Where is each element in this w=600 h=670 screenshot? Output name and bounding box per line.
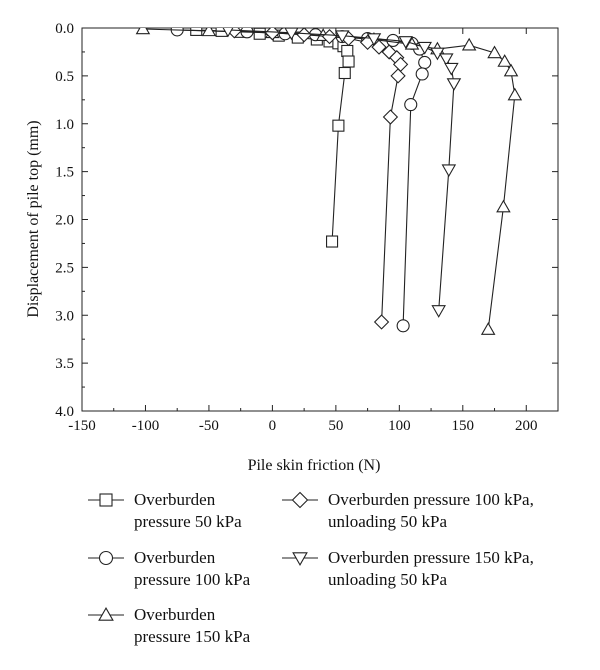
data-point-triangle-down <box>366 33 382 46</box>
data-point-triangle-down <box>446 78 462 91</box>
data-point-triangle-down <box>284 28 299 41</box>
legend: Overburden pressure 50 kPa Overburden press… <box>88 490 534 646</box>
data-point-circle <box>404 98 418 112</box>
data-point-circle <box>415 67 429 81</box>
data-point-triangle-up <box>201 28 217 37</box>
data-point-diamond <box>382 109 399 125</box>
legend-label: unloading 50 kPa <box>328 512 447 531</box>
legend-marker-circle <box>98 550 114 566</box>
plot-frame <box>81 27 559 412</box>
legend-marker-triangle-up <box>98 606 114 621</box>
series-3 <box>135 28 523 335</box>
data-point-diamond <box>296 28 312 43</box>
data-point-triangle-down <box>444 62 459 76</box>
series-line <box>142 28 516 330</box>
x-tick-label: 0 <box>269 418 277 434</box>
y-tick-label: 4.0 <box>55 404 74 420</box>
data-point-triangle-up <box>135 28 151 35</box>
data-point-triangle-down <box>398 36 413 49</box>
data-point-triangle-down <box>222 28 234 38</box>
data-point-triangle-up <box>503 63 519 77</box>
y-tick-label: 3.5 <box>55 356 74 372</box>
data-point-diamond <box>390 68 406 84</box>
legend-item: Overburden pressure 150 kPa <box>88 605 251 646</box>
x-tick-label: -150 <box>68 418 96 434</box>
x-tick-label: -100 <box>132 418 160 434</box>
data-point-diamond <box>373 314 390 330</box>
x-tick-label: 200 <box>515 418 538 434</box>
y-axis-ticks: 0.0 0.5 1.0 1.5 2.0 2.5 3.0 3.5 4.0 <box>55 21 558 420</box>
x-tick-label: 100 <box>388 418 411 434</box>
data-point-square <box>326 235 339 248</box>
legend-label: unloading 50 kPa <box>328 570 447 589</box>
legend-marker-triangle-down <box>292 552 308 567</box>
series-2 <box>170 28 432 333</box>
plot-axes <box>81 27 559 412</box>
data-point-square <box>342 55 355 68</box>
data-point-triangle-up <box>497 54 512 67</box>
data-point-square <box>341 44 354 58</box>
data-point-square <box>332 119 345 132</box>
data-point-triangle-down <box>439 53 454 67</box>
x-tick-label: -50 <box>199 418 219 434</box>
x-tick-label: 150 <box>452 418 475 434</box>
y-tick-label: 0.5 <box>55 69 74 85</box>
data-point-triangle-down <box>441 164 457 178</box>
data-point-triangle-down <box>334 30 350 44</box>
plot-series <box>135 28 523 335</box>
data-point-square <box>338 66 351 80</box>
series-4 <box>226 28 409 330</box>
data-point-diamond <box>264 28 281 41</box>
series-line <box>196 29 350 242</box>
y-tick-label: 0.0 <box>55 21 74 37</box>
y-tick-label: 1.0 <box>55 117 74 133</box>
legend-label: Overburden <box>134 605 216 624</box>
data-point-triangle-up <box>507 87 523 101</box>
data-point-triangle-up <box>487 45 502 59</box>
data-point-triangle-down <box>417 41 432 55</box>
legend-label: Overburden pressure 150 kPa, <box>328 548 534 567</box>
legend-marker-square <box>99 493 113 507</box>
y-tick-label: 3.0 <box>55 308 74 324</box>
x-axis-label: Pile skin friction (N) <box>248 457 381 474</box>
legend-item: Overburden pressure 100 kPa, unloading 50… <box>282 490 534 531</box>
series-line <box>234 30 402 323</box>
data-point-circle <box>418 55 432 70</box>
y-tick-label: 2.5 <box>55 260 74 276</box>
data-point-triangle-up <box>480 322 496 335</box>
legend-label: pressure 100 kPa <box>134 570 251 589</box>
y-tick-label: 1.5 <box>55 165 74 181</box>
data-point-triangle-up <box>461 37 477 51</box>
legend-label: Overburden <box>134 548 216 567</box>
y-axis-label: Displacement of pile top (mm) <box>25 120 42 317</box>
legend-marker-diamond <box>291 491 309 509</box>
x-axis-ticks: -150 -100 -50 0 50 100 150 200 <box>68 28 538 434</box>
data-point-square <box>253 28 266 40</box>
series-5 <box>222 28 462 318</box>
y-tick-label: 2.0 <box>55 213 74 229</box>
legend-item: Overburden pressure 50 kPa <box>88 490 242 531</box>
data-point-circle <box>396 319 410 333</box>
legend-label: pressure 50 kPa <box>134 512 242 531</box>
legend-label: Overburden pressure 100 kPa, <box>328 490 534 509</box>
legend-item: Overburden pressure 100 kPa <box>88 548 251 589</box>
data-point-triangle-down <box>431 305 446 318</box>
x-tick-label: 50 <box>328 418 343 434</box>
series-line <box>227 29 455 311</box>
data-point-triangle-up <box>496 199 511 213</box>
series-1 <box>190 28 355 248</box>
legend-item: Overburden pressure 150 kPa, unloading 50… <box>282 548 534 589</box>
legend-label: pressure 150 kPa <box>134 627 251 646</box>
legend-label: Overburden <box>134 490 216 509</box>
